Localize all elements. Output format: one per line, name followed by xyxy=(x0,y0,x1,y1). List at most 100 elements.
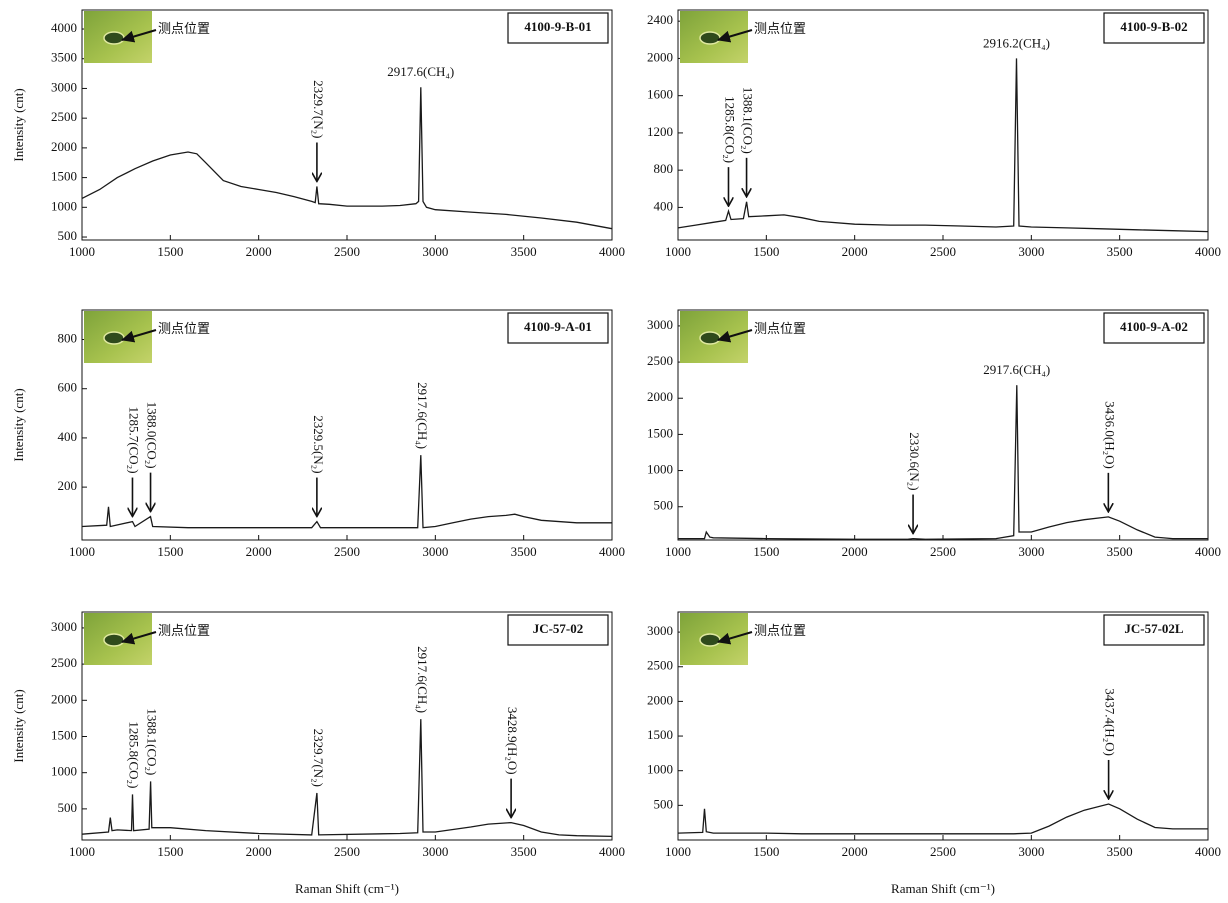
y-tick-label: 2000 xyxy=(647,389,673,404)
annotation-label: 2917.6(CH₄) xyxy=(983,362,1050,377)
annotation-label: 1285.8(CO₂) xyxy=(127,721,142,788)
x-tick-label: 3500 xyxy=(511,844,537,859)
x-tick-label: 2500 xyxy=(334,844,360,859)
x-tick-label: 1000 xyxy=(69,244,95,259)
spectrum-line xyxy=(82,87,612,228)
x-tick-label: 1000 xyxy=(665,244,691,259)
panel-id: JC-57-02L xyxy=(1124,621,1184,636)
x-tick-label: 2000 xyxy=(842,544,868,559)
x-tick-label: 2500 xyxy=(334,244,360,259)
x-tick-label: 3500 xyxy=(1107,844,1133,859)
x-tick-label: 2500 xyxy=(930,544,956,559)
inset-inclusion xyxy=(700,32,720,44)
y-tick-label: 500 xyxy=(58,228,78,243)
plot-frame xyxy=(82,310,612,540)
spectrum-line xyxy=(678,804,1208,834)
x-tick-label: 2000 xyxy=(246,544,272,559)
annotation-label: 2329.7(N₂) xyxy=(311,80,326,138)
y-tick-label: 200 xyxy=(58,478,78,493)
y-tick-label: 800 xyxy=(58,331,78,346)
y-tick-label: 3000 xyxy=(51,619,77,634)
y-tick-label: 1200 xyxy=(647,124,673,139)
x-tick-label: 3000 xyxy=(422,244,448,259)
y-tick-label: 2500 xyxy=(647,658,673,673)
annotation-label: 3428.9(H₂O) xyxy=(505,707,520,775)
y-tick-label: 1000 xyxy=(51,198,77,213)
x-tick-label: 1500 xyxy=(157,244,183,259)
inset-inclusion xyxy=(700,332,720,344)
panel-id: 4100-9-B-02 xyxy=(1120,19,1187,34)
panel-id: 4100-9-A-02 xyxy=(1120,319,1188,334)
panel: 1000150020002500300035004000500100015002… xyxy=(11,10,625,259)
inset-label: 测点位置 xyxy=(158,321,210,336)
inset-label: 测点位置 xyxy=(754,623,806,638)
y-tick-label: 400 xyxy=(58,429,78,444)
x-tick-label: 1500 xyxy=(157,844,183,859)
y-tick-label: 3000 xyxy=(647,317,673,332)
y-tick-label: 3000 xyxy=(647,623,673,638)
y-tick-label: 2000 xyxy=(647,692,673,707)
inset-label: 测点位置 xyxy=(754,321,806,336)
x-tick-label: 4000 xyxy=(599,244,625,259)
annotation-label: 1285.7(CO₂) xyxy=(126,407,141,474)
x-tick-label: 3000 xyxy=(1018,844,1044,859)
annotation-label: 2329.5(N₂) xyxy=(311,415,326,473)
x-tick-label: 2500 xyxy=(334,544,360,559)
x-tick-label: 4000 xyxy=(599,544,625,559)
x-tick-label: 3500 xyxy=(511,544,537,559)
spectrum-line xyxy=(678,58,1208,231)
x-tick-label: 4000 xyxy=(1195,244,1221,259)
x-tick-label: 3500 xyxy=(511,244,537,259)
x-tick-label: 1000 xyxy=(665,844,691,859)
x-tick-label: 3000 xyxy=(1018,544,1044,559)
annotation-label: 3437.4(H₂O) xyxy=(1103,688,1118,756)
x-tick-label: 1500 xyxy=(753,544,779,559)
y-tick-label: 1500 xyxy=(51,169,77,184)
panel-id: 4100-9-B-01 xyxy=(524,19,591,34)
y-tick-label: 2500 xyxy=(647,353,673,368)
x-tick-label: 2500 xyxy=(930,244,956,259)
y-tick-label: 1000 xyxy=(647,762,673,777)
y-tick-label: 1000 xyxy=(51,764,77,779)
annotation-label: 3436.0(H₂O) xyxy=(1102,401,1117,469)
x-tick-label: 1000 xyxy=(665,544,691,559)
y-tick-label: 2400 xyxy=(647,12,673,27)
y-tick-label: 500 xyxy=(654,796,674,811)
annotation-label: 1388.1(CO₂) xyxy=(741,87,756,154)
y-axis-label: Intensity (cnt) xyxy=(11,88,26,161)
y-tick-label: 1500 xyxy=(647,727,673,742)
y-tick-label: 1500 xyxy=(647,425,673,440)
figure: 1000150020002500300035004000500100015002… xyxy=(0,0,1228,903)
y-tick-label: 2500 xyxy=(51,655,77,670)
annotation-label: 2916.2(CH₄) xyxy=(983,35,1050,50)
x-tick-label: 1500 xyxy=(753,244,779,259)
x-tick-label: 3500 xyxy=(1107,544,1133,559)
inset-inclusion xyxy=(104,332,124,344)
plot-frame xyxy=(678,10,1208,240)
x-tick-label: 4000 xyxy=(599,844,625,859)
inset-inclusion xyxy=(104,32,124,44)
annotation-label: 1388.1(CO₂) xyxy=(145,708,160,775)
inset-inclusion xyxy=(104,634,124,646)
y-tick-label: 1600 xyxy=(647,87,673,102)
y-tick-label: 1000 xyxy=(647,462,673,477)
annotation-label: 2329.7(N₂) xyxy=(311,729,326,787)
x-tick-label: 1000 xyxy=(69,844,95,859)
plot-frame xyxy=(678,310,1208,540)
x-axis-label: Raman Shift (cm⁻¹) xyxy=(891,881,995,896)
annotation-label: 2917.6(CH₄) xyxy=(387,64,454,79)
y-tick-label: 2500 xyxy=(51,109,77,124)
panel: 1000150020002500300035004000400800120016… xyxy=(647,10,1221,259)
plot-frame xyxy=(82,612,612,840)
annotation-label: 1285.8(CO₂) xyxy=(723,96,738,163)
x-tick-label: 3000 xyxy=(1018,244,1044,259)
annotation-label: 2917.6(CH₄) xyxy=(415,382,430,449)
annotation-label: 1388.0(CO₂) xyxy=(145,402,160,469)
x-tick-label: 1500 xyxy=(157,544,183,559)
panel: 1000150020002500300035004000500100015002… xyxy=(647,612,1221,896)
annotation-label: 2917.6(CH₄) xyxy=(415,646,430,713)
y-tick-label: 500 xyxy=(654,498,674,513)
y-tick-label: 4000 xyxy=(51,20,77,35)
